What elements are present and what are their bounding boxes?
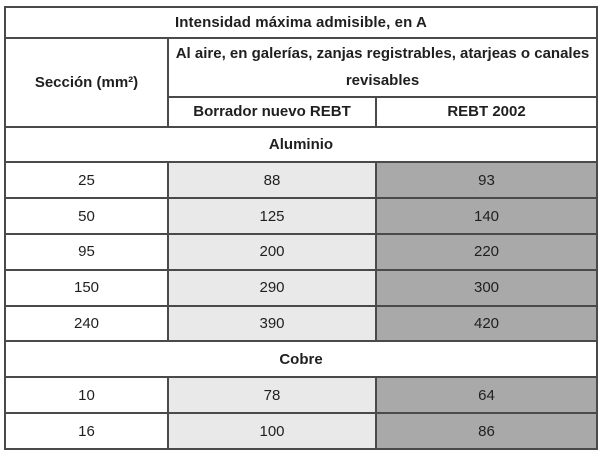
section-row: Cobre (3, 340, 599, 379)
cell-rebt2002: 93 (374, 161, 599, 200)
header-row: Sección (mm²) Al aire, en galerías, zanj… (4, 36, 599, 128)
group-column-header: Al aire, en galerías, zanjas registrable… (166, 36, 599, 99)
cell-borrador: 125 (167, 197, 377, 236)
table-row: 25 88 93 (4, 161, 599, 200)
cell-rebt2002: 64 (374, 376, 599, 415)
table-row: 95 200 220 (4, 233, 599, 271)
section-header-cobre: Cobre (3, 340, 599, 379)
title-row: Intensidad máxima admisible, en A (3, 6, 599, 39)
cell-rebt2002: 86 (374, 412, 599, 450)
column-header-seccion: Sección (mm²) (4, 36, 169, 128)
cell-borrador: 100 (167, 412, 377, 450)
cell-seccion: 16 (4, 412, 169, 450)
cell-rebt2002: 140 (374, 197, 599, 236)
cell-borrador: 78 (167, 376, 377, 415)
cell-seccion: 25 (4, 161, 169, 200)
cell-borrador: 290 (167, 268, 377, 307)
cell-seccion: 10 (4, 376, 169, 415)
cell-seccion: 95 (4, 233, 169, 271)
table-row: 240 390 420 (4, 304, 599, 343)
sub-header-row: Borrador nuevo REBT REBT 2002 (5, 96, 599, 128)
cell-seccion: 150 (4, 268, 169, 307)
table-row: 150 290 300 (4, 268, 599, 307)
table-row: 16 100 86 (4, 412, 599, 450)
cell-borrador: 88 (167, 161, 377, 200)
table-row: 50 125 140 (4, 197, 599, 236)
section-header-aluminio: Aluminio (3, 125, 599, 164)
cell-rebt2002: 420 (374, 304, 599, 343)
cell-seccion: 240 (4, 304, 169, 343)
cell-rebt2002: 220 (374, 233, 599, 271)
cell-seccion: 50 (4, 197, 169, 236)
column-header-rebt-2002: REBT 2002 (374, 96, 599, 128)
section-row: Aluminio (3, 125, 599, 164)
table-title: Intensidad máxima admisible, en A (3, 6, 599, 39)
intensity-table: Intensidad máxima admisible, en A Secció… (3, 6, 599, 450)
cell-borrador: 390 (167, 304, 377, 343)
cell-borrador: 200 (167, 233, 377, 271)
cell-rebt2002: 300 (374, 268, 599, 307)
table-row: 10 78 64 (4, 376, 599, 415)
column-header-borrador-nuevo-rebt: Borrador nuevo REBT (167, 96, 377, 128)
